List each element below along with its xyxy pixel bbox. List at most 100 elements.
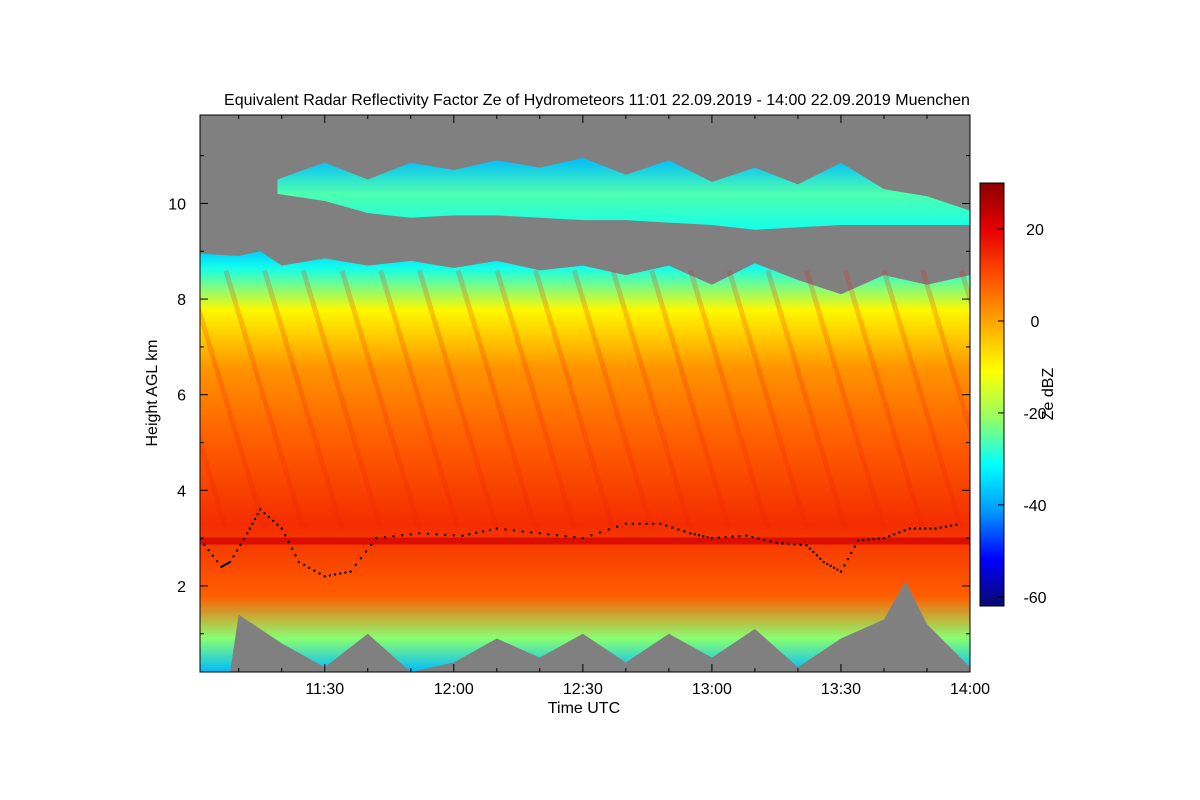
colorbar-scale [979, 182, 1005, 607]
bright-band-height-point [829, 564, 832, 568]
plot-frame [199, 114, 971, 673]
fall-streak [200, 304, 267, 530]
bright-band-height-point [616, 525, 619, 528]
colorbar-tick-label: 0 [1031, 314, 1040, 331]
bright-band-height-point [949, 524, 953, 527]
colorbar-tick-label: 20 [1026, 222, 1044, 239]
colorbar-tick-label: -60 [1023, 590, 1046, 607]
bright-band-height-point [955, 523, 958, 526]
bright-band-height-point [850, 551, 853, 555]
bright-band-height-point [297, 560, 301, 564]
bright-band-height-point [769, 540, 772, 543]
bright-band-height-point [877, 537, 881, 540]
bright-band-height-point [547, 533, 550, 536]
bright-band-height-point [799, 543, 802, 547]
fall-streak [1000, 270, 1077, 528]
bright-band-height-point [903, 529, 906, 532]
fall-streak [300, 269, 384, 530]
fall-streak [223, 269, 306, 530]
bright-band-height-point [738, 535, 741, 538]
bright-band-height-point [757, 537, 760, 540]
bright-band-height-point [495, 527, 499, 530]
bright-band-height-point [775, 541, 778, 545]
bright-band-height-point [287, 540, 290, 544]
bright-band-height-point [924, 527, 927, 530]
bright-band-height-point [934, 527, 937, 530]
y-tick-label: 8 [177, 292, 186, 309]
bright-band-height-point [706, 535, 709, 539]
x-tick-label: 12:30 [563, 681, 603, 698]
bright-band-height-point [846, 557, 850, 561]
bright-band-height-point [474, 531, 478, 535]
bright-band-height-point [383, 535, 387, 539]
bright-band-height-point [787, 542, 790, 546]
bright-band-height-point [409, 533, 412, 536]
bright-band-height-point [283, 534, 287, 537]
bright-band-height-point [815, 554, 819, 557]
bright-band-height-point [652, 522, 655, 525]
bright-band-height-point [267, 515, 271, 519]
bright-band-height-point [290, 547, 294, 550]
bright-band-height-point [939, 526, 942, 529]
bright-band-height-point [573, 535, 576, 539]
fall-streak [533, 269, 616, 530]
fall-streak [610, 269, 693, 530]
bright-band-height-point [659, 522, 662, 525]
fall-streak [920, 269, 970, 437]
bright-band-height-point [918, 527, 922, 530]
bright-band-height-point [564, 535, 567, 538]
bright-band-height-point [435, 533, 438, 536]
bright-band-height-point [581, 536, 585, 540]
bright-band-height-point [203, 543, 206, 546]
fall-streak [649, 269, 732, 530]
fall-streak [378, 269, 461, 530]
bright-band-height-point [724, 535, 727, 539]
bright-band-height-point [418, 532, 421, 535]
bright-band-height-point [781, 542, 784, 545]
bright-band-height-point [702, 535, 705, 538]
bright-band-height-point [488, 528, 492, 532]
y-tick-label: 10 [168, 196, 186, 213]
x-tick-label: 13:00 [692, 681, 732, 698]
bright-band-height-point [590, 534, 593, 537]
bright-band-height-point [280, 527, 283, 530]
bright-band-height-point [232, 555, 235, 558]
bright-band-height-point [710, 536, 714, 540]
bright-band-height-point [328, 574, 332, 577]
bright-band-height-point [853, 545, 856, 548]
bright-band-height-point [228, 560, 232, 564]
fall-streak [200, 433, 229, 530]
bright-band-height-point [452, 534, 455, 537]
bright-band-height-point [308, 566, 311, 569]
bright-band-height-point [370, 543, 373, 547]
bright-band-height-point [256, 513, 259, 516]
fall-streak [842, 269, 926, 530]
bright-band-height-point [246, 532, 249, 535]
bright-band-height-point [693, 533, 696, 536]
fall-streak [804, 269, 887, 530]
bright-band-height-point [624, 522, 628, 525]
fall-streak [726, 269, 809, 530]
fall-streak [339, 269, 422, 530]
bright-band-height-point [856, 539, 860, 542]
x-tick-label: 11:30 [305, 681, 344, 698]
x-tick-label: 14:00 [950, 681, 990, 698]
bright-band-height-point [665, 524, 668, 527]
bright-band-height-point [893, 533, 896, 536]
fall-streak [455, 269, 538, 530]
bright-band-height-point [843, 564, 846, 567]
colorbar-label: Ze dBZ [1040, 368, 1057, 421]
bright-band-height-point [908, 527, 911, 530]
bright-band-height-point [239, 543, 242, 547]
main-cloud [200, 251, 970, 672]
bright-band-height-point [426, 532, 430, 536]
bright-band-height-point [375, 536, 378, 540]
bright-band-height-point [242, 537, 246, 541]
bright-band-height-point [825, 562, 829, 566]
bright-band-height-point [793, 543, 796, 546]
bright-band-height-point [344, 571, 347, 574]
cirrus-layer [277, 158, 970, 230]
bright-band-height-point [836, 568, 839, 571]
bright-band-height-point [318, 572, 321, 575]
bright-band-height-point [763, 538, 766, 542]
